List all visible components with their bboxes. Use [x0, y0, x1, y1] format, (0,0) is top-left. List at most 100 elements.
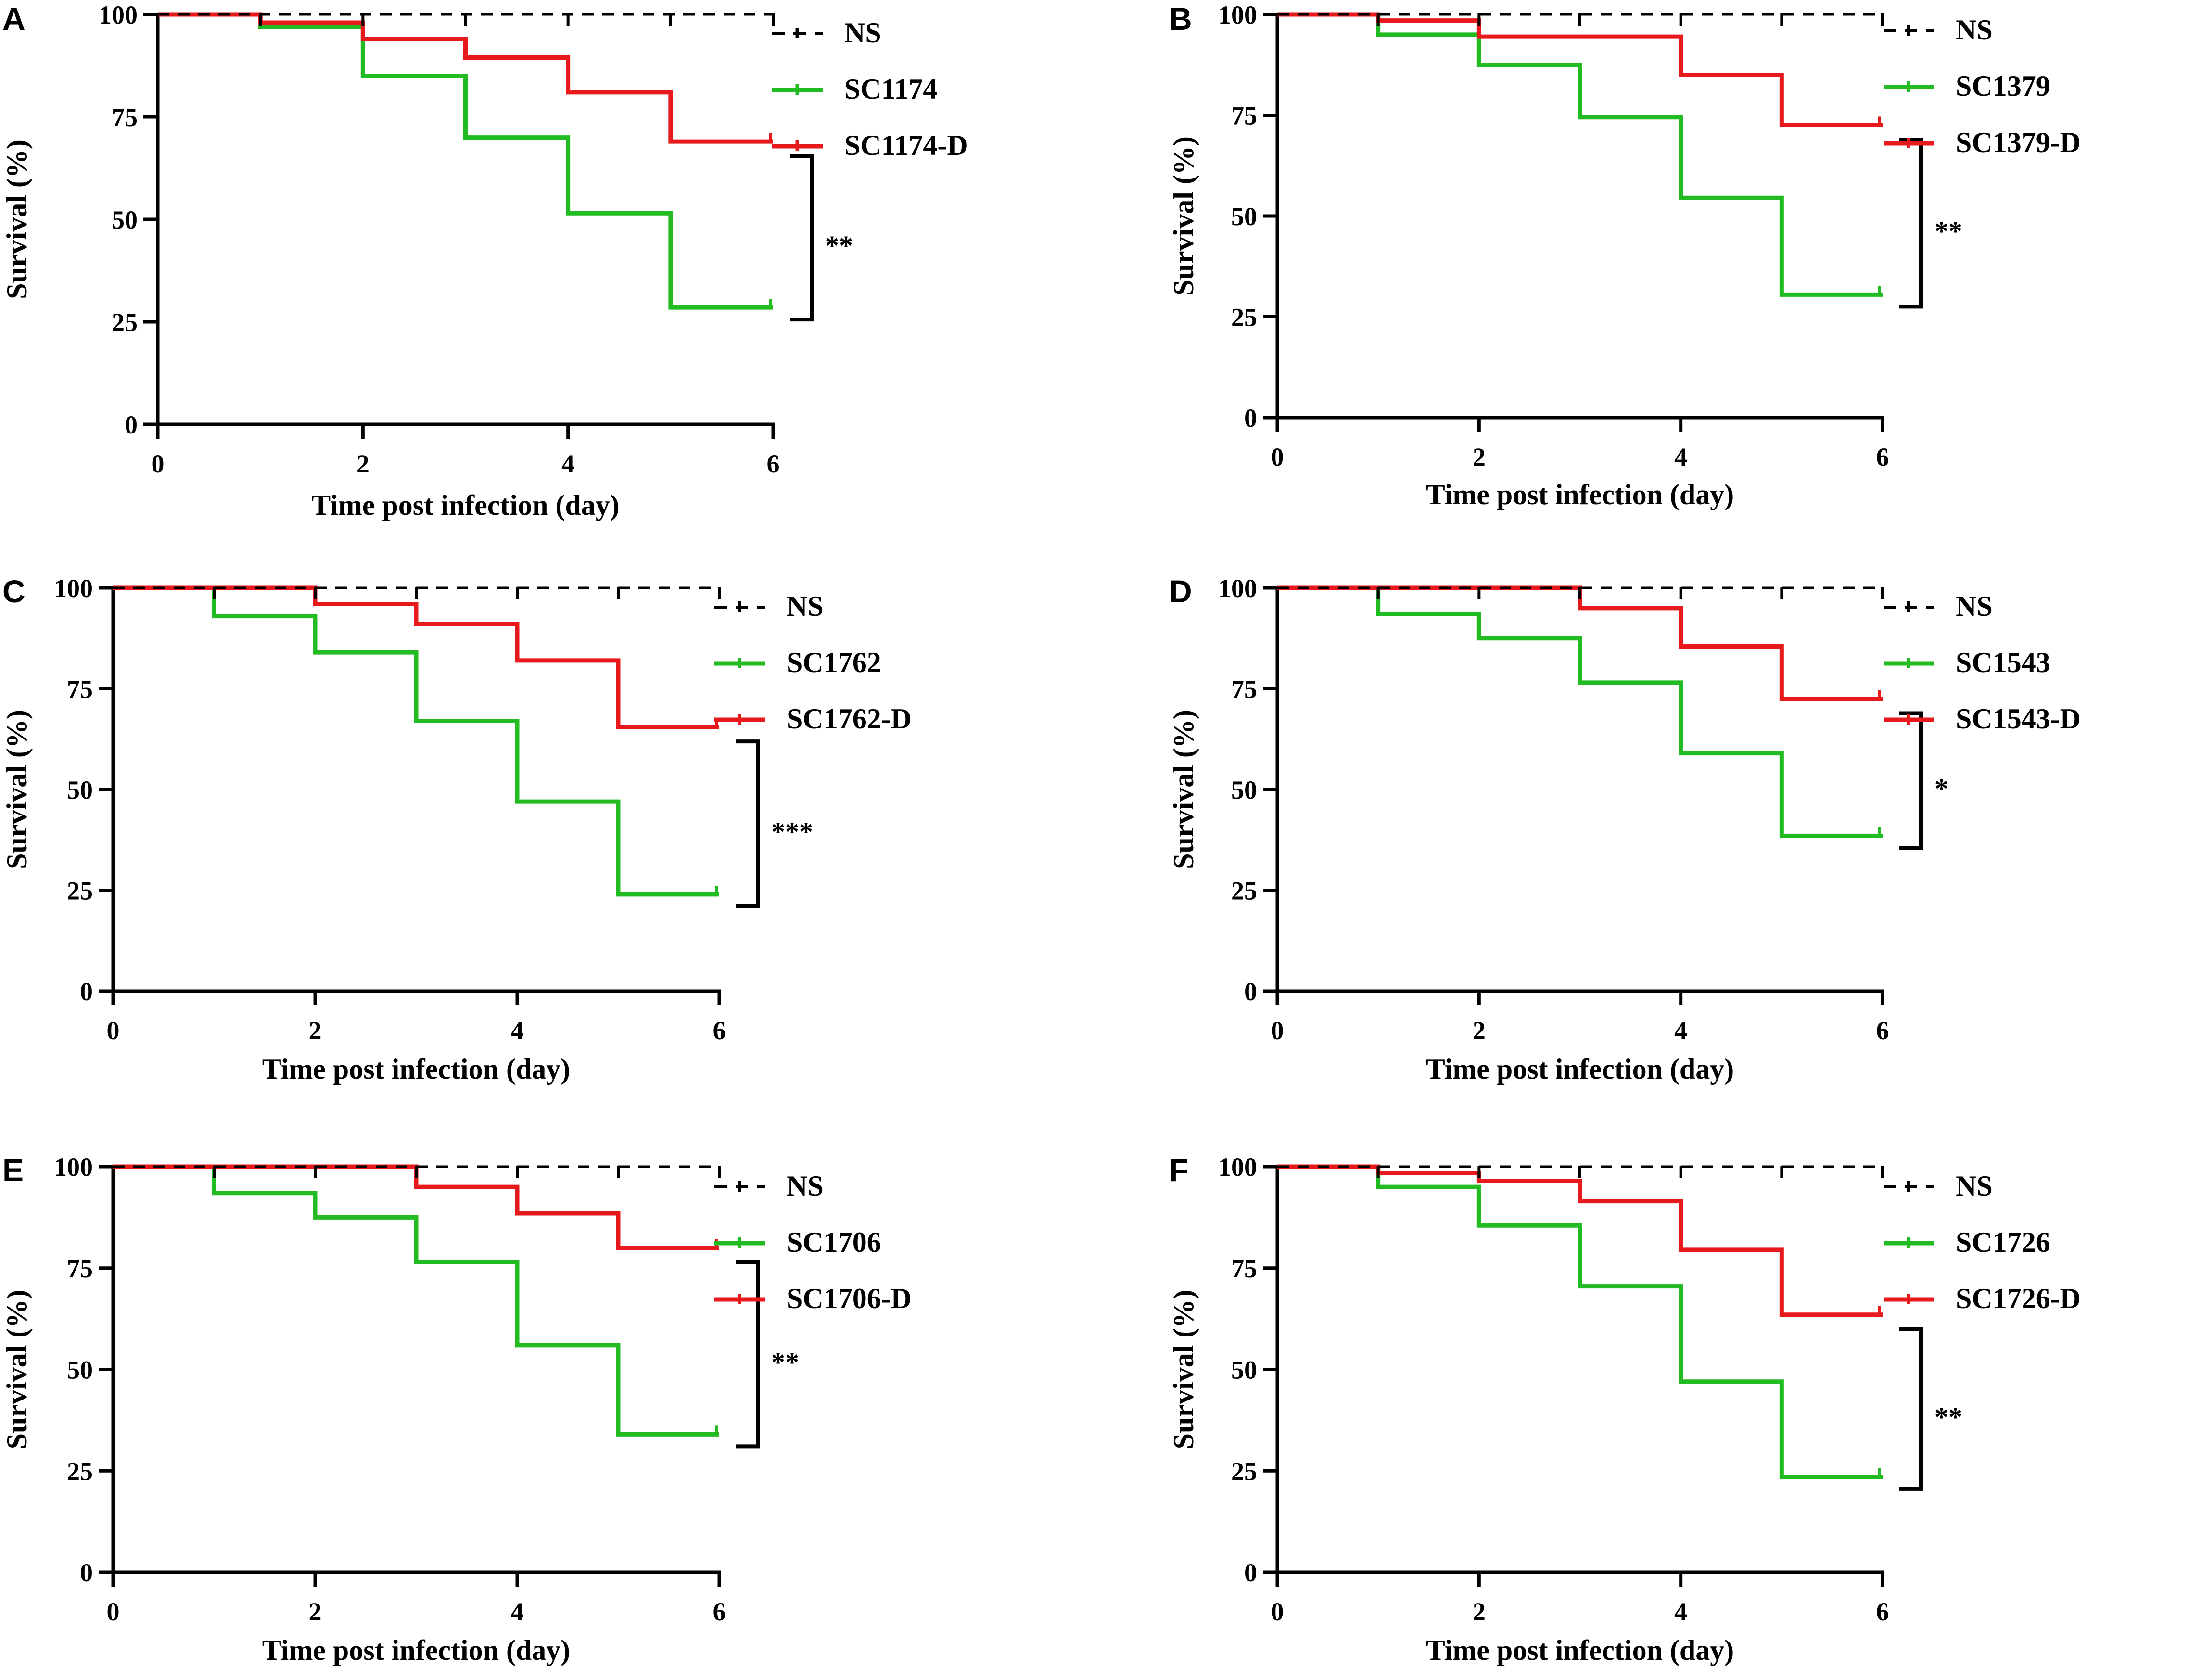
series-line-sc1543 [1277, 585, 1883, 838]
legend-label: NS [1956, 590, 1993, 622]
y-tick-label: 50 [1231, 202, 1257, 231]
legend-label: SC1762-D [787, 703, 912, 735]
x-tick-label: 6 [1876, 1597, 1889, 1626]
panel-b: B 0 25 50 75 100 0 2 4 6 Time post infection (day)… [1168, 0, 2081, 510]
legend-label: SC1726 [1956, 1226, 2050, 1258]
legend-label: SC1543-D [1956, 703, 2081, 735]
significance-label: ** [825, 230, 853, 261]
panel-letter: B [1169, 1, 1192, 37]
legend-label: NS [1956, 1170, 1993, 1202]
panel-letter: F [1169, 1152, 1188, 1188]
y-tick-label: 75 [1231, 1254, 1257, 1283]
x-axis-title: Time post infection (day) [262, 1053, 571, 1085]
x-tick-label: 0 [1271, 1597, 1284, 1626]
significance-label: ** [1934, 216, 1962, 247]
legend-label: SC1379-D [1956, 127, 2081, 158]
y-tick-label: 0 [1244, 977, 1257, 1006]
panel-a: A 0 25 50 75 100 0 2 4 6 Time post infection (day)… [1, 0, 968, 521]
panel-e: E 0 25 50 75 100 0 2 4 6 Time post infection (day)… [1, 1152, 912, 1666]
y-tick-label: 75 [112, 103, 138, 132]
y-tick-label: 0 [1244, 404, 1257, 433]
panel-letter: E [2, 1152, 24, 1188]
x-tick-label: 0 [107, 1597, 120, 1626]
y-tick-label: 75 [67, 675, 93, 704]
series-line-sc1762 [113, 585, 719, 897]
x-tick-label: 6 [713, 1597, 726, 1626]
x-tick-label: 0 [1271, 1016, 1284, 1045]
x-tick-label: 0 [152, 449, 165, 478]
panel-f: F 0 25 50 75 100 0 2 4 6 Time post infection (day)… [1168, 1152, 2081, 1666]
y-tick-label: 75 [1231, 102, 1257, 130]
y-tick-label: 50 [67, 776, 93, 804]
y-axis-title: Survival (%) [1168, 1290, 1199, 1450]
y-tick-label: 100 [1218, 574, 1257, 603]
significance-label: *** [771, 816, 813, 847]
legend-label: SC1174 [844, 73, 937, 105]
x-tick-label: 4 [561, 449, 574, 478]
significance-bracket [1899, 138, 1923, 309]
y-tick-label: 75 [67, 1254, 93, 1283]
legend-label: SC1543 [1956, 647, 2050, 678]
y-tick-label: 50 [112, 205, 138, 234]
y-tick-label: 100 [54, 574, 93, 603]
legend-label: NS [787, 590, 824, 622]
x-tick-label: 2 [1473, 1016, 1486, 1045]
legend-label: SC1706 [787, 1226, 881, 1258]
x-tick-label: 6 [1876, 1016, 1889, 1045]
x-tick-label: 6 [1876, 443, 1889, 471]
legend-label: NS [844, 17, 881, 49]
x-axis-title: Time post infection (day) [1426, 1053, 1734, 1085]
y-tick-label: 0 [80, 1558, 93, 1587]
x-tick-label: 4 [1674, 1016, 1687, 1045]
y-tick-label: 100 [1218, 0, 1257, 29]
significance-bracket [1899, 1327, 1923, 1491]
y-axis-title: Survival (%) [1, 710, 33, 869]
x-tick-label: 4 [511, 1597, 524, 1626]
y-tick-label: 100 [1218, 1153, 1257, 1182]
y-tick-label: 0 [125, 410, 138, 439]
y-axis-title: Survival (%) [1168, 136, 1199, 296]
y-axis-title: Survival (%) [1, 1290, 33, 1450]
x-axis-title: Time post infection (day) [311, 489, 620, 521]
legend-label: SC1174-D [844, 129, 968, 161]
legend-label: SC1706-D [787, 1283, 912, 1314]
panel-letter: A [2, 1, 25, 37]
series-line-sc1726 [1277, 1164, 1883, 1479]
panel-d: D 0 25 50 75 100 0 2 4 6 Time post infection (day)… [1168, 573, 2081, 1085]
x-tick-label: 2 [309, 1597, 322, 1626]
legend-label: SC1379 [1956, 70, 2050, 102]
x-tick-label: 2 [356, 449, 369, 478]
y-tick-label: 50 [1231, 776, 1257, 804]
y-tick-label: 50 [67, 1356, 93, 1385]
legend-label: SC1726-D [1956, 1283, 2081, 1314]
x-tick-label: 2 [309, 1016, 322, 1045]
series-line-sc1706 [113, 1164, 719, 1437]
significance-bracket [1899, 711, 1923, 850]
y-tick-label: 100 [99, 0, 138, 29]
y-tick-label: 0 [80, 977, 93, 1006]
x-tick-label: 4 [1674, 1597, 1687, 1626]
x-axis-title: Time post infection (day) [1426, 1634, 1734, 1666]
legend-label: NS [787, 1170, 824, 1202]
y-tick-label: 50 [1231, 1356, 1257, 1385]
y-tick-label: 75 [1231, 675, 1257, 704]
legend-label: NS [1956, 14, 1993, 46]
series-line-sc1379 [1277, 12, 1883, 297]
significance-bracket [736, 1260, 760, 1449]
x-tick-label: 0 [107, 1016, 120, 1045]
y-tick-label: 25 [67, 877, 93, 905]
x-tick-label: 0 [1271, 443, 1284, 471]
y-tick-label: 25 [1231, 1457, 1257, 1486]
y-tick-label: 25 [1231, 303, 1257, 332]
panel-c: C 0 25 50 75 100 0 2 4 6 Time post infection (day)… [1, 573, 912, 1085]
x-axis-title: Time post infection (day) [1426, 479, 1734, 510]
x-tick-label: 4 [511, 1016, 524, 1045]
significance-bracket [790, 154, 814, 322]
significance-label: ** [771, 1347, 799, 1378]
y-tick-label: 0 [1244, 1558, 1257, 1587]
y-tick-label: 100 [54, 1153, 93, 1182]
y-tick-label: 25 [1231, 877, 1257, 905]
x-tick-label: 2 [1473, 443, 1486, 471]
panel-letter: C [2, 573, 25, 609]
